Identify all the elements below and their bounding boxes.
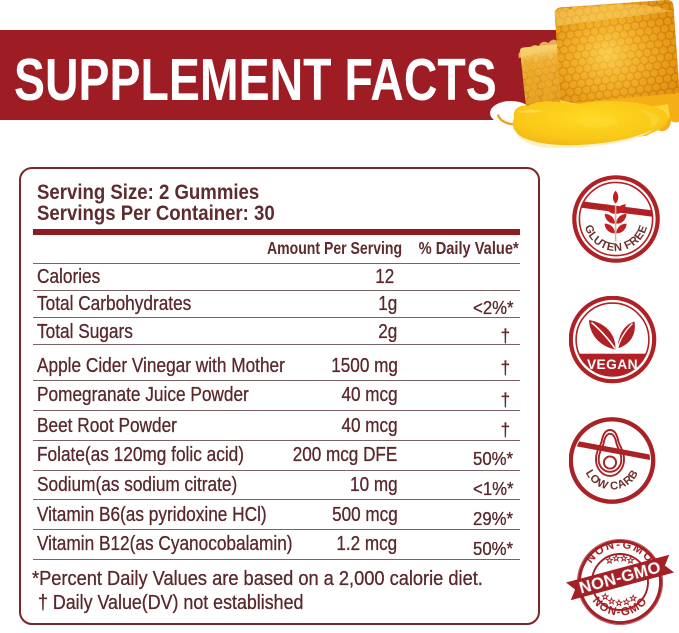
- svg-text:NON-GMO: NON-GMO: [577, 559, 662, 598]
- svg-text:VEGAN: VEGAN: [587, 357, 638, 372]
